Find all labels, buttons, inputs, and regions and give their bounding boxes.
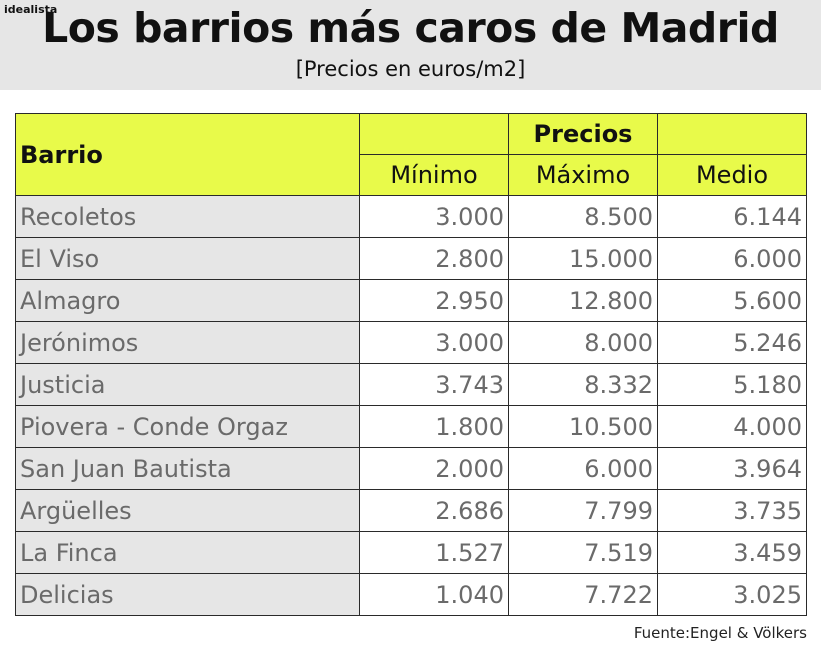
cell-maximo: 8.500 — [508, 195, 658, 238]
table-row: Almagro 2.950 12.800 5.600 — [15, 279, 807, 322]
header-blank-cell — [657, 113, 807, 155]
cell-minimo: 1.527 — [359, 531, 509, 574]
cell-minimo: 3.000 — [359, 321, 509, 364]
cell-minimo: 2.950 — [359, 279, 509, 322]
cell-barrio: Piovera - Conde Orgaz — [15, 405, 360, 448]
cell-barrio: La Finca — [15, 531, 360, 574]
table-row: Argüelles 2.686 7.799 3.735 — [15, 489, 807, 532]
table-row: Justicia 3.743 8.332 5.180 — [15, 363, 807, 406]
chart-title: Los barrios más caros de Madrid — [42, 4, 779, 52]
table-row: La Finca 1.527 7.519 3.459 — [15, 531, 807, 574]
cell-minimo: 2.800 — [359, 237, 509, 280]
table-row: Piovera - Conde Orgaz 1.800 10.500 4.000 — [15, 405, 807, 448]
table-row: Recoletos 3.000 8.500 6.144 — [15, 195, 807, 238]
source-note: Fuente:Engel & Völkers — [633, 624, 807, 642]
cell-medio: 3.964 — [657, 447, 807, 490]
cell-maximo: 8.000 — [508, 321, 658, 364]
cell-medio: 6.000 — [657, 237, 807, 280]
table-row: El Viso 2.800 15.000 6.000 — [15, 237, 807, 280]
header-band: idealista Los barrios más caros de Madri… — [0, 0, 821, 90]
cell-minimo: 1.040 — [359, 573, 509, 616]
cell-medio: 4.000 — [657, 405, 807, 448]
cell-barrio: Delicias — [15, 573, 360, 616]
cell-barrio: El Viso — [15, 237, 360, 280]
cell-medio: 6.144 — [657, 195, 807, 238]
column-header-maximo: Máximo — [508, 154, 658, 196]
cell-minimo: 2.686 — [359, 489, 509, 532]
brand-logo: idealista — [4, 3, 58, 16]
cell-medio: 3.735 — [657, 489, 807, 532]
cell-medio: 5.246 — [657, 321, 807, 364]
cell-barrio: Argüelles — [15, 489, 360, 532]
cell-maximo: 15.000 — [508, 237, 658, 280]
cell-maximo: 7.722 — [508, 573, 658, 616]
header-blank-cell — [359, 113, 509, 155]
chart-subtitle: [Precios en euros/m2] — [295, 57, 526, 81]
cell-minimo: 1.800 — [359, 405, 509, 448]
cell-barrio: Recoletos — [15, 195, 360, 238]
column-header-minimo: Mínimo — [359, 154, 509, 196]
cell-barrio: San Juan Bautista — [15, 447, 360, 490]
cell-minimo: 2.000 — [359, 447, 509, 490]
table-row: San Juan Bautista 2.000 6.000 3.964 — [15, 447, 807, 490]
cell-maximo: 7.519 — [508, 531, 658, 574]
column-header-medio: Medio — [657, 154, 807, 196]
cell-minimo: 3.743 — [359, 363, 509, 406]
table-header: Barrio Precios Mínimo Máximo Medio — [15, 113, 807, 196]
cell-maximo: 7.799 — [508, 489, 658, 532]
prices-table: Barrio Precios Mínimo Máximo Medio Recol… — [15, 113, 807, 616]
cell-maximo: 6.000 — [508, 447, 658, 490]
column-header-barrio: Barrio — [15, 113, 360, 196]
cell-barrio: Almagro — [15, 279, 360, 322]
cell-barrio: Jerónimos — [15, 321, 360, 364]
cell-maximo: 8.332 — [508, 363, 658, 406]
cell-medio: 5.180 — [657, 363, 807, 406]
cell-medio: 5.600 — [657, 279, 807, 322]
cell-minimo: 3.000 — [359, 195, 509, 238]
cell-medio: 3.025 — [657, 573, 807, 616]
table-body: Recoletos 3.000 8.500 6.144 El Viso 2.800 15.0… — [15, 195, 807, 616]
table-row: Delicias 1.040 7.722 3.025 — [15, 573, 807, 616]
cell-maximo: 12.800 — [508, 279, 658, 322]
cell-maximo: 10.500 — [508, 405, 658, 448]
cell-barrio: Justicia — [15, 363, 360, 406]
cell-medio: 3.459 — [657, 531, 807, 574]
table-row: Jerónimos 3.000 8.000 5.246 — [15, 321, 807, 364]
group-header-precios: Precios — [508, 113, 658, 155]
